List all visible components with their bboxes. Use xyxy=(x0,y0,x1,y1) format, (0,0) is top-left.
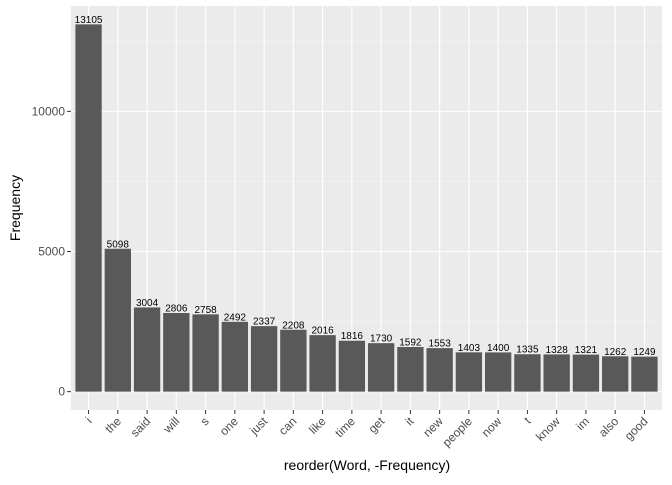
x-tick-label: now xyxy=(479,414,505,440)
bar-know xyxy=(543,354,570,392)
x-tick-label: im xyxy=(573,414,592,433)
y-tick-label: 10000 xyxy=(32,104,66,118)
x-tick-label: time xyxy=(332,414,358,440)
x-axis: i the said will s one just can like time get it newp… xyxy=(83,410,651,450)
data-label: 1730 xyxy=(370,334,393,345)
x-tick-label: s xyxy=(198,414,212,428)
data-label: 1400 xyxy=(487,343,510,354)
bar-also xyxy=(602,356,629,392)
bar-said xyxy=(133,307,161,392)
x-tick-label: people xyxy=(440,414,476,450)
y-tick-label: 0 xyxy=(58,385,65,399)
data-label: 2806 xyxy=(165,304,188,315)
data-label: 2208 xyxy=(282,320,305,331)
data-label: 5098 xyxy=(107,239,130,250)
data-label: 1816 xyxy=(341,331,364,342)
bar-now xyxy=(484,352,512,392)
data-label: 1249 xyxy=(633,347,656,358)
data-labels-group: 13105 5098 3004 2806 2758 2492 2337 2208 2016 181… xyxy=(75,15,656,358)
x-tick-label: good xyxy=(622,414,651,443)
data-label: 2758 xyxy=(194,305,217,316)
data-label: 13105 xyxy=(75,15,103,26)
data-label: 1335 xyxy=(516,345,539,356)
bar-just xyxy=(250,326,278,392)
y-tick-label: 5000 xyxy=(38,245,65,259)
bar-time xyxy=(338,340,366,392)
data-label: 1403 xyxy=(458,343,481,354)
bar-the xyxy=(104,248,131,392)
bars-group xyxy=(75,24,658,392)
data-label: 1321 xyxy=(575,345,598,356)
x-tick-label: the xyxy=(102,414,124,436)
x-tick-label: get xyxy=(366,414,388,436)
data-label: 2492 xyxy=(224,312,247,323)
x-axis-title: reorder(Word, -Frequency) xyxy=(284,457,450,473)
x-tick-label: know xyxy=(533,414,563,444)
x-tick-label: t xyxy=(521,414,534,427)
data-label: 1553 xyxy=(429,339,452,350)
x-tick-label: one xyxy=(217,414,241,438)
bar-it xyxy=(397,347,424,392)
bar-one xyxy=(221,321,249,392)
bar-good xyxy=(631,356,658,392)
data-label: 1262 xyxy=(604,347,627,358)
x-tick-label: like xyxy=(306,414,329,437)
y-axis-title: Frequency xyxy=(7,175,23,241)
bar-new xyxy=(426,348,453,392)
x-tick-label: it xyxy=(402,414,417,429)
bar-t xyxy=(514,354,541,392)
bar-i xyxy=(75,24,102,392)
data-label: 2337 xyxy=(253,317,276,328)
bar-like xyxy=(309,335,336,392)
data-label: 1592 xyxy=(399,338,422,349)
x-tick-label: will xyxy=(160,414,182,436)
bar-im xyxy=(572,354,600,392)
bar-s xyxy=(192,314,219,392)
y-axis: 0 5000 10000 xyxy=(32,104,71,399)
x-tick-label: also xyxy=(596,414,622,440)
bar-will xyxy=(163,313,190,392)
x-tick-label: can xyxy=(276,414,300,438)
data-label: 1328 xyxy=(546,345,569,356)
data-label: 3004 xyxy=(136,298,159,309)
x-tick-label: just xyxy=(246,414,270,438)
bar-get xyxy=(367,343,395,392)
x-tick-label: said xyxy=(128,414,153,439)
data-label: 2016 xyxy=(311,326,334,337)
x-tick-label: i xyxy=(83,414,95,426)
bar-can xyxy=(280,329,307,392)
bar-people xyxy=(455,352,483,392)
